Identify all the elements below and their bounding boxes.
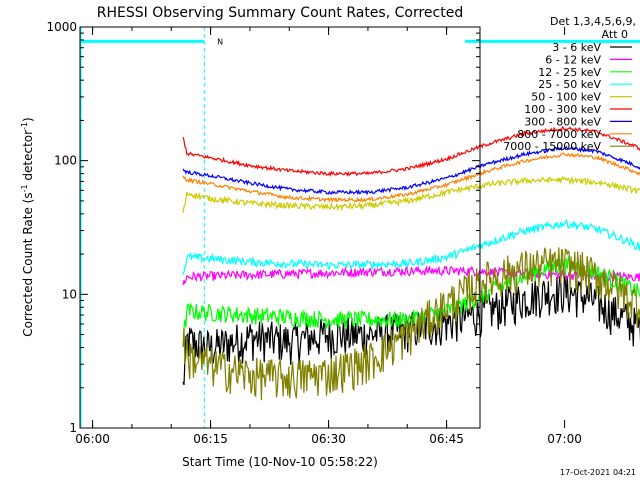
- legend-label-0: 3 - 6 keV: [552, 41, 601, 54]
- legend-label-6: 300 - 800 keV: [524, 115, 601, 128]
- x-tick-label-2: 06:30: [311, 432, 346, 446]
- series-line-7: [182, 152, 640, 204]
- series-line-6: [182, 145, 640, 196]
- y-axis-label-part-2: detector: [21, 130, 35, 185]
- chart-title: RHESSI Observing Summary Count Rates, Co…: [97, 5, 463, 21]
- legend-label-5: 100 - 300 keV: [524, 103, 601, 116]
- legend-label-7: 800 - 7000 keV: [517, 128, 601, 141]
- y-axis-label-sup-1: -1: [20, 184, 29, 192]
- y-axis-label-part-3: ): [21, 117, 35, 122]
- series-line-3: [182, 219, 640, 275]
- x-tick-label-0: 06:00: [75, 432, 110, 446]
- x-tick-label-1: 06:15: [193, 432, 228, 446]
- y-tick-label-2: 100: [54, 154, 77, 168]
- x-tick-label-4: 07:00: [547, 432, 582, 446]
- y-axis-label-part-1: Corrected Count Rate (s: [21, 192, 35, 336]
- night-layer: N: [80, 27, 640, 428]
- x-axis-label: Start Time (10-Nov-10 05:58:22): [182, 455, 378, 469]
- plot-frame: [79, 26, 481, 429]
- series-line-5: [182, 125, 640, 177]
- series-line-4: [182, 175, 640, 214]
- y-tick-label-0: 1: [69, 421, 77, 435]
- legend-header-line-1: Det 1,3,4,5,6,9,: [550, 15, 636, 28]
- legend-header-line-2: Att 0: [602, 28, 628, 41]
- axis-ticks: 06:0006:1506:3006:4507:0007:1507:3011010…: [46, 20, 582, 446]
- y-tick-label-3: 1000: [46, 20, 77, 34]
- legend-label-3: 25 - 50 keV: [538, 78, 601, 91]
- series-line-0: [182, 275, 640, 386]
- series-line-1: [182, 265, 640, 286]
- series-line-8: [182, 247, 640, 401]
- legend-label-1: 6 - 12 keV: [545, 53, 601, 66]
- y-axis-label: Corrected Count Rate (s-1 detector-1): [20, 117, 35, 336]
- legend-label-4: 50 - 100 keV: [531, 91, 601, 104]
- x-tick-label-3: 06:45: [429, 432, 464, 446]
- y-tick-label-1: 10: [62, 287, 77, 301]
- night-marker-label: N: [217, 37, 223, 46]
- timestamp: 17-Oct-2021 04:21: [560, 468, 636, 477]
- y-axis-label-sup-2: -1: [20, 122, 29, 130]
- legend-label-8: 7000 - 15000 keV: [503, 140, 601, 153]
- legend-label-2: 12 - 25 keV: [538, 66, 601, 79]
- series-layer: [182, 125, 640, 401]
